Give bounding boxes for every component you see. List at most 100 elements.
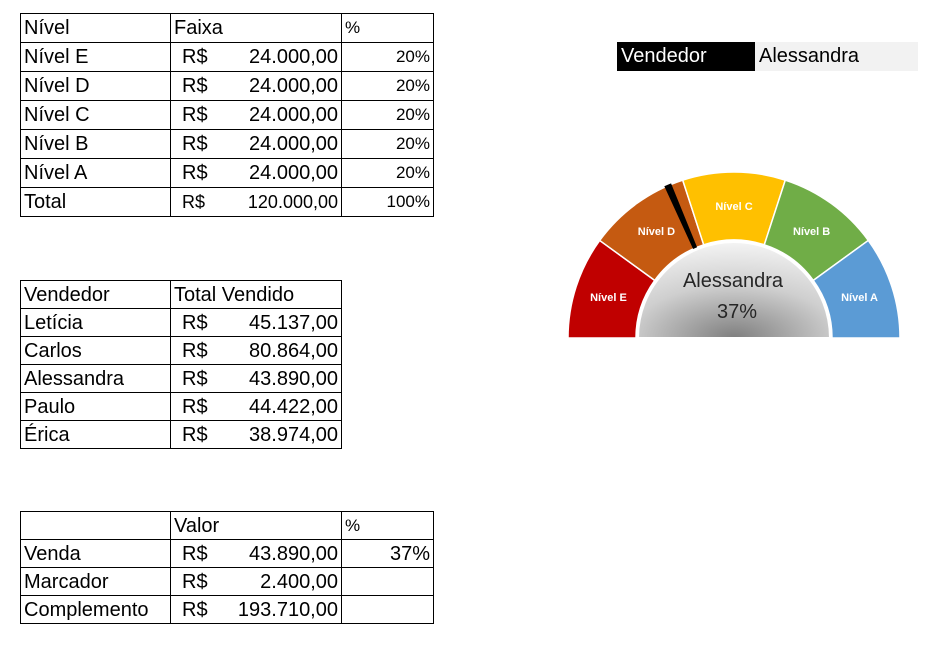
gauge-segment-label: Nível E bbox=[590, 292, 627, 304]
gauge-segment-label: Nível D bbox=[638, 226, 675, 238]
cell-pct[interactable] bbox=[341, 595, 434, 624]
currency-symbol: R$ bbox=[182, 570, 208, 593]
currency-symbol: R$ bbox=[182, 104, 208, 126]
table-row: Nível B R$ 24.000,00 20% bbox=[20, 129, 434, 159]
cell-pct[interactable]: 20% bbox=[341, 158, 434, 188]
amount: 24.000,00 bbox=[249, 104, 338, 126]
currency-symbol: R$ bbox=[182, 46, 208, 68]
cell-nivel[interactable]: Nível E bbox=[20, 42, 171, 72]
table-row: Nível A R$ 24.000,00 20% bbox=[20, 158, 434, 188]
cell-faixa[interactable]: R$ 120.000,00 bbox=[170, 187, 342, 217]
cell-pct[interactable]: 20% bbox=[341, 71, 434, 101]
cell-value[interactable]: R$ 43.890,00 bbox=[170, 539, 342, 568]
gauge-segment-label: Nível A bbox=[841, 292, 878, 304]
levels-table: Nível Faixa % Nível E R$ 24.000,00 20% Ní… bbox=[20, 13, 434, 217]
vendor-selector: Vendedor Alessandra bbox=[617, 42, 918, 71]
cell-value[interactable]: R$ 193.710,00 bbox=[170, 595, 342, 624]
currency-symbol: R$ bbox=[182, 192, 206, 212]
cell-value[interactable]: R$ 38.974,00 bbox=[170, 420, 342, 449]
table-header-row: Vendedor Total Vendido bbox=[20, 280, 342, 309]
cell-nivel[interactable]: Total bbox=[20, 187, 171, 217]
header-nivel[interactable]: Nível bbox=[20, 13, 171, 43]
header-faixa[interactable]: Faixa bbox=[170, 13, 342, 43]
cell-pct[interactable] bbox=[341, 567, 434, 596]
cell-value[interactable]: R$ 44.422,00 bbox=[170, 392, 342, 421]
amount: 24.000,00 bbox=[249, 162, 338, 184]
header-total-vendido[interactable]: Total Vendido bbox=[170, 280, 342, 309]
table-row: Nível C R$ 24.000,00 20% bbox=[20, 100, 434, 130]
sales-table: Vendedor Total Vendido Letícia R$ 45.137,… bbox=[20, 280, 342, 449]
table-row: Alessandra R$ 43.890,00 bbox=[20, 364, 342, 393]
amount: 43.890,00 bbox=[249, 367, 338, 390]
cell-name[interactable]: Alessandra bbox=[20, 364, 171, 393]
cell-label[interactable]: Complemento bbox=[20, 595, 171, 624]
gauge-chart[interactable]: Nível E Nível D Nível C Nível B Nível A Ales… bbox=[560, 165, 908, 345]
amount: 24.000,00 bbox=[249, 133, 338, 155]
amount: 24.000,00 bbox=[249, 46, 338, 68]
table-row: Érica R$ 38.974,00 bbox=[20, 420, 342, 449]
cell-name[interactable]: Letícia bbox=[20, 308, 171, 337]
cell-faixa[interactable]: R$ 24.000,00 bbox=[170, 71, 342, 101]
table-header-row: Nível Faixa % bbox=[20, 13, 434, 43]
amount: 80.864,00 bbox=[249, 339, 338, 362]
cell-nivel[interactable]: Nível B bbox=[20, 129, 171, 159]
cell-pct[interactable]: 100% bbox=[341, 187, 434, 217]
cell-nivel[interactable]: Nível D bbox=[20, 71, 171, 101]
gauge-marker bbox=[664, 183, 698, 249]
cell-pct[interactable]: 20% bbox=[341, 129, 434, 159]
cell-value[interactable]: R$ 2.400,00 bbox=[170, 567, 342, 596]
gauge-segment-nvela[interactable] bbox=[812, 239, 901, 339]
table-row: Complemento R$ 193.710,00 bbox=[20, 595, 434, 624]
table-row: Letícia R$ 45.137,00 bbox=[20, 308, 342, 337]
table-row-total: Total R$ 120.000,00 100% bbox=[20, 187, 434, 217]
gauge-segment-label: Nível C bbox=[715, 201, 752, 213]
table-header-row: Valor % bbox=[20, 511, 434, 540]
table-row: Carlos R$ 80.864,00 bbox=[20, 336, 342, 365]
cell-pct[interactable]: 20% bbox=[341, 42, 434, 72]
currency-symbol: R$ bbox=[182, 598, 208, 621]
currency-symbol: R$ bbox=[182, 423, 208, 446]
gauge-segment-labels: Nível E Nível D Nível C Nível B Nível A bbox=[590, 201, 878, 304]
currency-symbol: R$ bbox=[182, 367, 208, 390]
currency-symbol: R$ bbox=[182, 339, 208, 362]
table-row: Venda R$ 43.890,00 37% bbox=[20, 539, 434, 568]
amount: 44.422,00 bbox=[249, 395, 338, 418]
header-pct[interactable]: % bbox=[341, 511, 434, 540]
amount: 45.137,00 bbox=[249, 311, 338, 334]
amount: 2.400,00 bbox=[260, 570, 338, 593]
cell-faixa[interactable]: R$ 24.000,00 bbox=[170, 42, 342, 72]
table-row: Nível E R$ 24.000,00 20% bbox=[20, 42, 434, 72]
cell-value[interactable]: R$ 43.890,00 bbox=[170, 364, 342, 393]
cell-nivel[interactable]: Nível C bbox=[20, 100, 171, 130]
vendor-selector-value[interactable]: Alessandra bbox=[755, 42, 918, 71]
cell-value[interactable]: R$ 45.137,00 bbox=[170, 308, 342, 337]
cell-pct[interactable]: 20% bbox=[341, 100, 434, 130]
table-row: Nível D R$ 24.000,00 20% bbox=[20, 71, 434, 101]
gauge-value-marker bbox=[664, 183, 698, 249]
cell-nivel[interactable]: Nível A bbox=[20, 158, 171, 188]
header-pct[interactable]: % bbox=[341, 13, 434, 43]
gauge-center-name: Alessandra bbox=[683, 270, 784, 292]
cell-faixa[interactable]: R$ 24.000,00 bbox=[170, 129, 342, 159]
table-row: Paulo R$ 44.422,00 bbox=[20, 392, 342, 421]
table-row: Marcador R$ 2.400,00 bbox=[20, 567, 434, 596]
cell-name[interactable]: Érica bbox=[20, 420, 171, 449]
amount: 43.890,00 bbox=[249, 542, 338, 565]
currency-symbol: R$ bbox=[182, 133, 208, 155]
gauge-hub bbox=[636, 241, 832, 339]
cell-name[interactable]: Carlos bbox=[20, 336, 171, 365]
cell-faixa[interactable]: R$ 24.000,00 bbox=[170, 100, 342, 130]
gauge-center-pct: 37% bbox=[717, 301, 757, 323]
cell-faixa[interactable]: R$ 24.000,00 bbox=[170, 158, 342, 188]
header-vendedor[interactable]: Vendedor bbox=[20, 280, 171, 309]
cell-label[interactable]: Marcador bbox=[20, 567, 171, 596]
amount: 193.710,00 bbox=[237, 598, 338, 621]
cell-label[interactable]: Venda bbox=[20, 539, 171, 568]
cell-value[interactable]: R$ 80.864,00 bbox=[170, 336, 342, 365]
header-blank[interactable] bbox=[20, 511, 171, 540]
cell-name[interactable]: Paulo bbox=[20, 392, 171, 421]
cell-pct[interactable]: 37% bbox=[341, 539, 434, 568]
header-valor[interactable]: Valor bbox=[170, 511, 342, 540]
amount: 120.000,00 bbox=[247, 192, 338, 212]
calc-table: Valor % Venda R$ 43.890,00 37% Marcador R… bbox=[20, 511, 434, 624]
